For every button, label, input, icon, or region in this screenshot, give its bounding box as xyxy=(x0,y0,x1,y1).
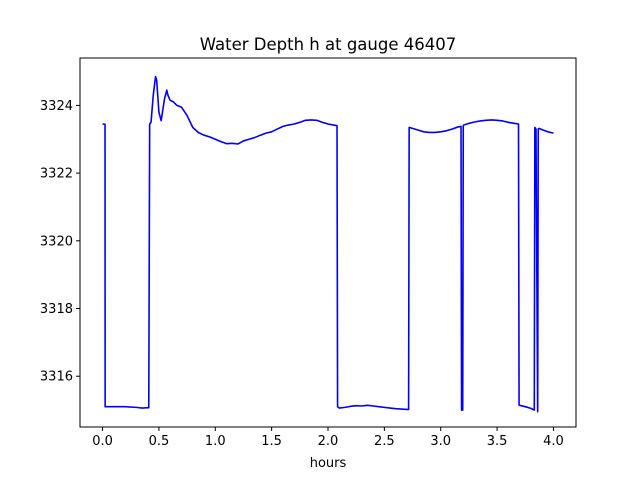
y-tick-label: 3318 xyxy=(40,302,73,317)
series-layer xyxy=(102,75,554,413)
x-tick-label: 3.0 xyxy=(430,434,451,449)
y-tick-label: 3316 xyxy=(40,370,73,385)
plot-area xyxy=(80,58,576,427)
series-line-water-depth xyxy=(102,75,554,413)
x-tick-label: 4.0 xyxy=(543,434,564,449)
x-tick-label: 0.0 xyxy=(92,434,113,449)
x-axis-label: hours xyxy=(310,456,347,471)
x-tick-label: 3.5 xyxy=(487,434,508,449)
x-tick-label: 1.0 xyxy=(205,434,226,449)
y-tick-label: 3320 xyxy=(40,234,73,249)
x-tick-label: 2.0 xyxy=(318,434,339,449)
chart-title: Water Depth h at gauge 46407 xyxy=(200,35,456,54)
ticks-layer: 0.0 0.5 1.0 1.5 2.0 2.5 3.0 3.5 4.0 3316 3318 3320 3… xyxy=(40,99,564,449)
y-tick-label: 3322 xyxy=(40,167,73,182)
plot-frame xyxy=(79,57,577,428)
x-tick-label: 0.5 xyxy=(149,434,170,449)
x-tick-label: 1.5 xyxy=(261,434,282,449)
x-tick-label: 2.5 xyxy=(374,434,395,449)
y-tick-label: 3324 xyxy=(40,99,73,114)
